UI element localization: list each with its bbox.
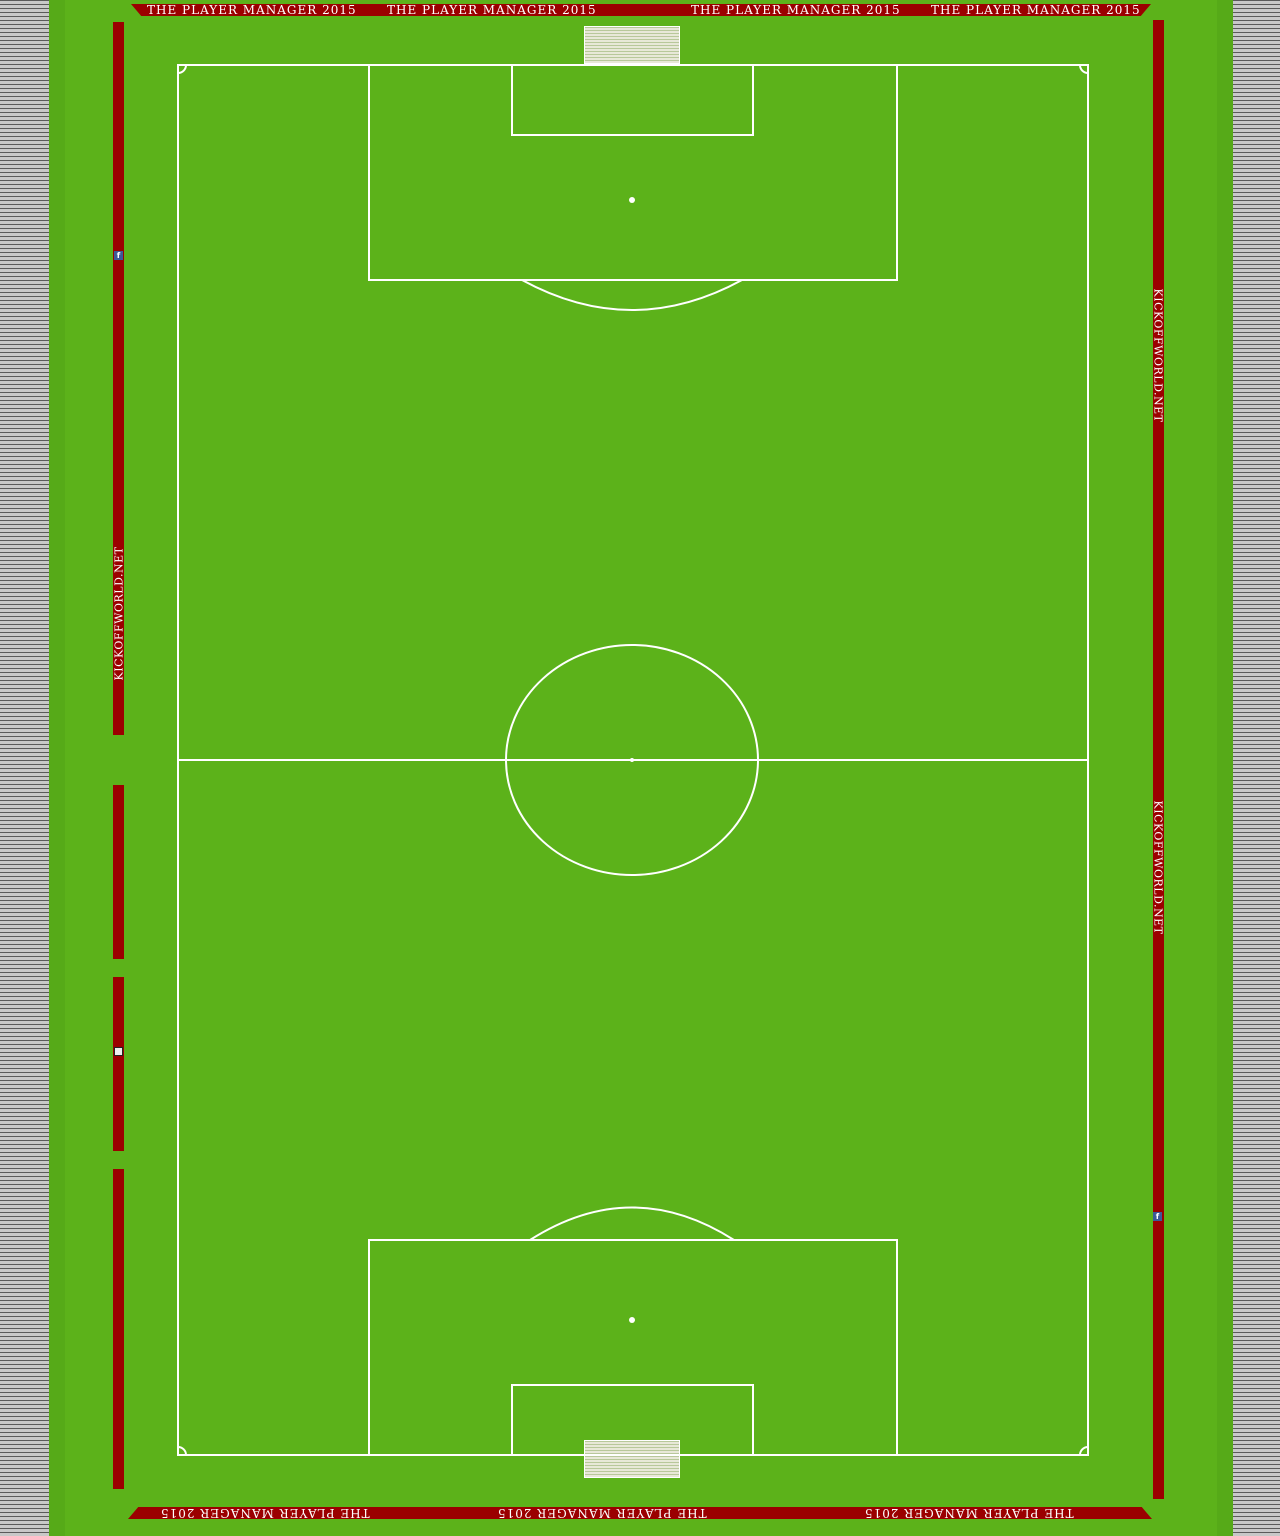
top-banner-text: THE PLAYER MANAGER 2015 [931,3,1141,17]
top-banner [131,4,1151,16]
top-penalty-arc [521,279,743,311]
top-banner-text: THE PLAYER MANAGER 2015 [147,3,357,17]
corner-arc [177,64,187,74]
top-banner-text: THE PLAYER MANAGER 2015 [387,3,597,17]
pitch-grass [65,0,1216,1536]
bottom-penalty-area [368,1239,898,1456]
bottom-goal-area [511,1384,754,1456]
top-banner-text: THE PLAYER MANAGER 2015 [691,3,901,17]
bottom-penalty-spot [629,1317,635,1323]
centre-circle [505,644,759,876]
corner-arc [1079,64,1089,74]
left-board-2 [113,785,124,959]
centre-spot [630,758,634,762]
right-stand [1217,0,1280,1536]
facebook-icon[interactable]: f [114,251,123,260]
corner-arc [177,1446,187,1456]
left-board-1 [113,22,124,735]
top-goal-area [511,64,754,136]
bottom-goal [584,1440,680,1478]
left-board-4 [113,1169,124,1489]
bottom-banner [128,1507,1152,1519]
left-stand [0,0,65,1536]
top-penalty-area [368,64,898,281]
top-penalty-spot [629,197,635,203]
bottom-penalty-arc [529,1206,735,1241]
left-board-3 [113,977,124,1151]
facebook-icon[interactable]: f [1153,1212,1162,1221]
music-icon[interactable] [114,1047,123,1056]
right-board [1153,20,1164,1499]
corner-arc [1079,1446,1089,1456]
top-goal [584,26,680,64]
